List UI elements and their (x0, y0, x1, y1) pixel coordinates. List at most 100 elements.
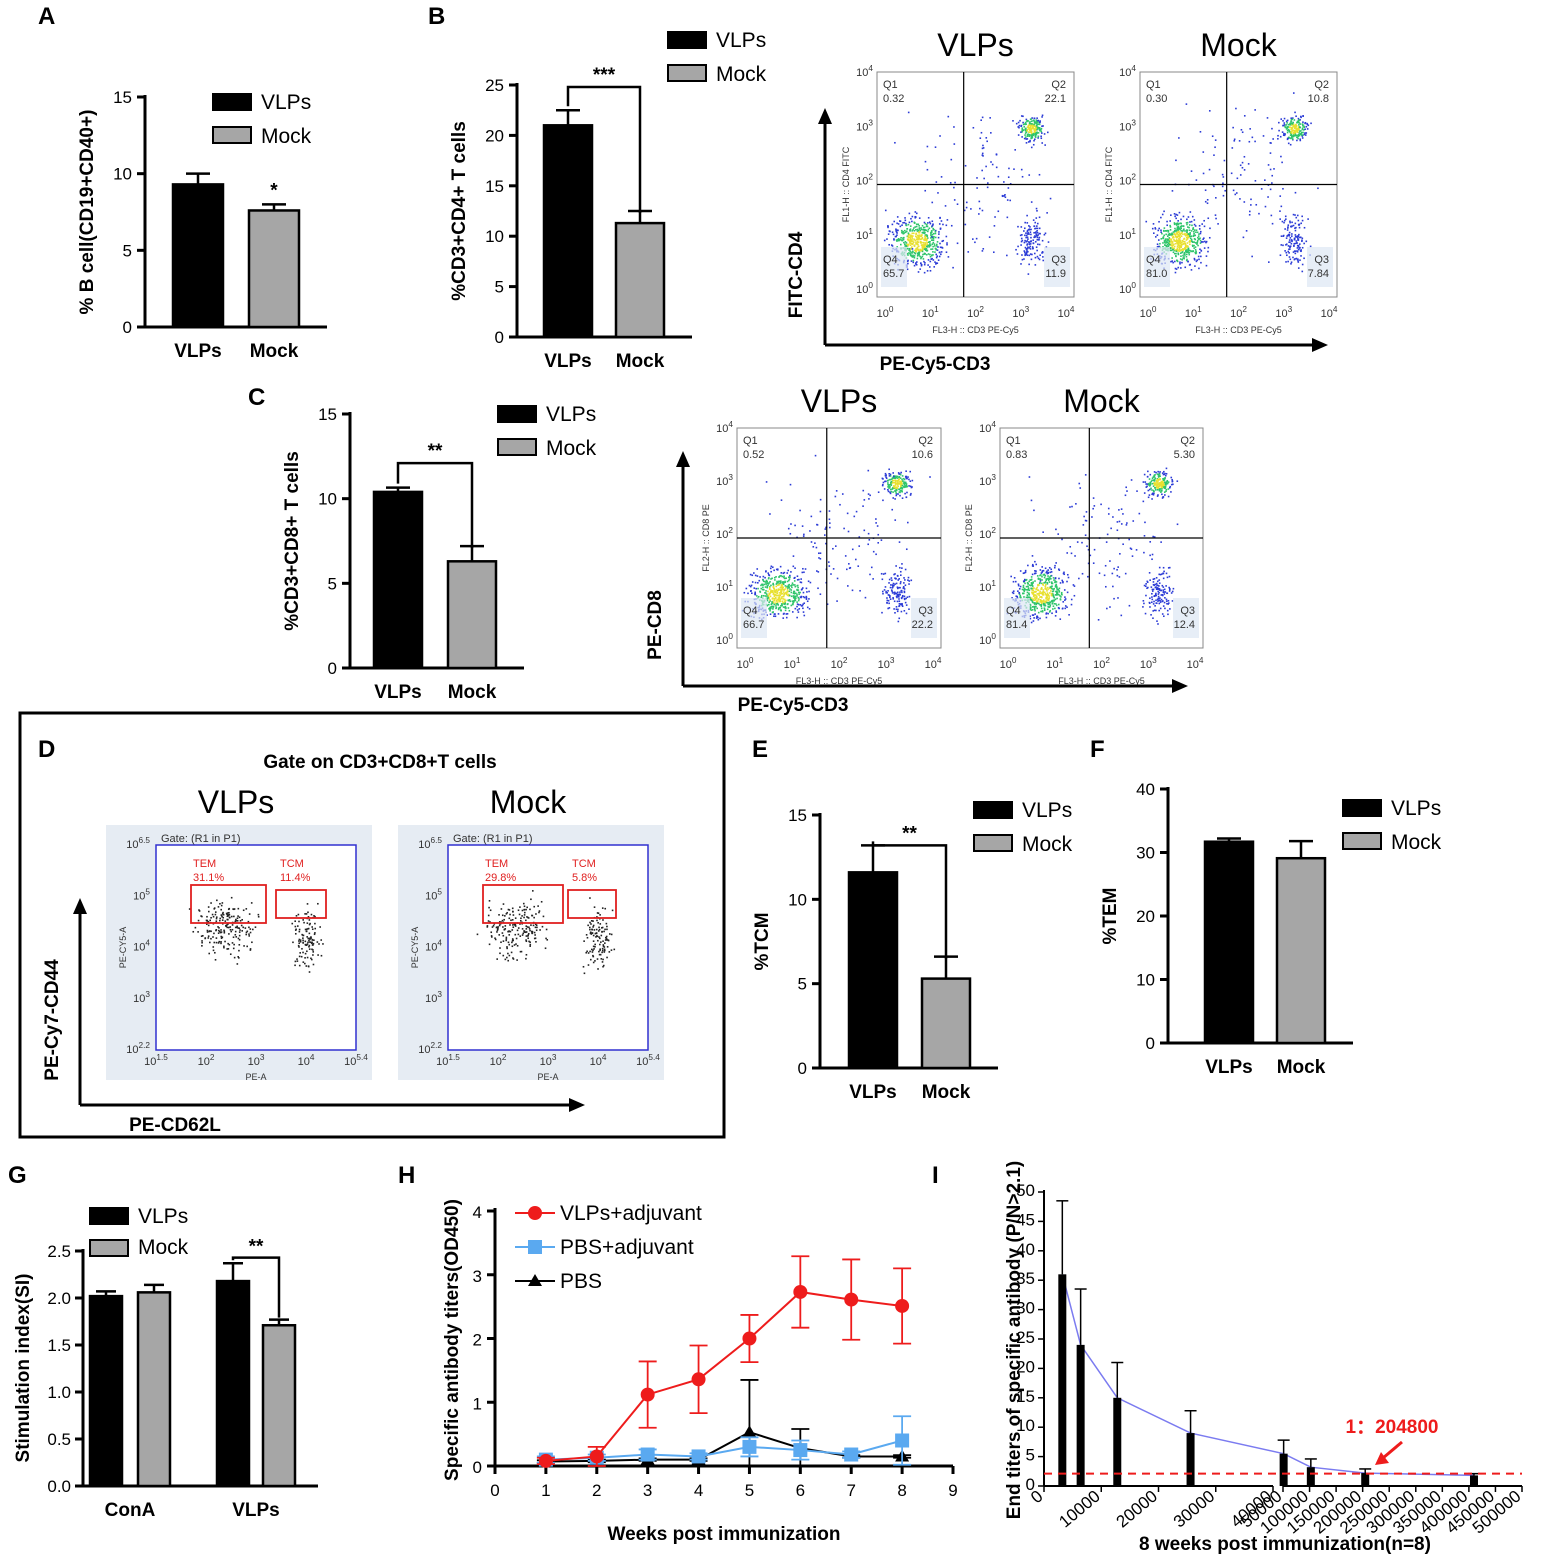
event-dot (1299, 236, 1301, 239)
q3-label: Q3 (918, 605, 933, 617)
event-dot (772, 608, 774, 610)
event-dot (858, 545, 861, 547)
event-dot (905, 548, 908, 551)
event-dot (218, 940, 221, 943)
event-dot (899, 494, 901, 497)
event-dot (898, 586, 900, 589)
event-dot (1175, 255, 1177, 257)
event-dot (917, 231, 920, 234)
event-dot (1176, 523, 1179, 526)
event-dot (1149, 541, 1152, 543)
event-dot (1017, 121, 1020, 124)
event-dot (1155, 486, 1158, 489)
tcm-label: TCM (280, 858, 304, 870)
event-dot (918, 231, 921, 234)
event-dot (1037, 584, 1039, 587)
event-dot (1050, 571, 1053, 573)
event-dot (514, 933, 517, 936)
event-dot (1167, 603, 1170, 605)
event-dot (1292, 256, 1294, 259)
event-dot (1149, 597, 1151, 600)
event-dot (1032, 119, 1035, 122)
event-dot (534, 923, 537, 926)
event-dot (803, 614, 806, 617)
event-dot (914, 215, 917, 218)
event-dot (1035, 617, 1038, 619)
event-dot (784, 609, 787, 612)
event-dot (1153, 595, 1156, 598)
event-dot (1120, 508, 1123, 510)
event-dot (1038, 243, 1041, 246)
event-dot (1037, 119, 1040, 122)
event-dot (1024, 134, 1026, 136)
event-dot (1033, 252, 1036, 255)
event-dot (901, 484, 904, 487)
event-dot (316, 941, 319, 943)
event-dot (1300, 116, 1302, 119)
event-dot (1029, 597, 1032, 599)
legend-swatch-vlps (497, 405, 537, 423)
event-dot (1290, 225, 1292, 228)
y-tick-label: 100 (1119, 281, 1136, 296)
event-dot (1033, 117, 1036, 120)
event-dot (541, 925, 544, 928)
event-dot (917, 249, 920, 252)
event-dot (894, 592, 897, 595)
event-dot (927, 253, 930, 255)
event-dot (895, 230, 897, 232)
event-dot (1093, 548, 1096, 551)
event-dot (802, 596, 805, 598)
event-dot (803, 602, 806, 605)
event-dot (843, 527, 845, 530)
event-dot (1185, 239, 1188, 241)
event-dot (1297, 244, 1300, 247)
event-dot (1020, 168, 1023, 171)
event-dot (1297, 128, 1299, 130)
event-dot (1041, 114, 1044, 117)
event-dot (901, 605, 904, 608)
event-dot (302, 941, 304, 944)
event-dot (1242, 236, 1245, 239)
bar-mock-vlps (261, 1324, 297, 1488)
event-dot (1033, 606, 1036, 609)
event-dot (1158, 609, 1160, 612)
event-dot (498, 924, 501, 927)
bar-vlps (1203, 840, 1255, 1045)
event-dot (764, 592, 767, 594)
event-dot (920, 235, 923, 238)
event-dot (994, 216, 996, 218)
event-dot (487, 920, 490, 922)
event-dot (936, 255, 939, 257)
event-dot (514, 924, 516, 927)
event-dot (1119, 553, 1121, 555)
event-dot (895, 606, 898, 608)
event-dot (523, 931, 526, 933)
event-dot (893, 584, 895, 587)
y-axis-title: Specific antibody titers(OD450) (442, 1199, 463, 1481)
event-dot (1030, 587, 1033, 590)
event-dot (919, 229, 922, 232)
event-dot (1026, 594, 1029, 596)
gate-label: Gate: (R1 in P1) (453, 833, 532, 845)
event-dot (1006, 254, 1008, 257)
event-dot (220, 942, 222, 945)
event-dot (1028, 135, 1031, 137)
event-dot (756, 568, 759, 570)
event-dot (1306, 128, 1309, 130)
event-dot (802, 591, 805, 594)
event-dot (1207, 246, 1210, 249)
event-dot (1028, 131, 1030, 133)
bar-vlps-cona (88, 1294, 124, 1488)
significance-bracket (566, 85, 642, 213)
event-dot (225, 924, 227, 927)
event-dot (229, 928, 232, 931)
event-dot (1006, 216, 1009, 219)
event-dot (1034, 236, 1037, 238)
event-dot (897, 579, 900, 581)
event-dot (934, 229, 937, 232)
event-dot (1267, 196, 1269, 198)
event-dot (1199, 237, 1201, 240)
event-dot (892, 479, 894, 482)
event-dot (1050, 590, 1052, 592)
event-dot (920, 227, 922, 229)
